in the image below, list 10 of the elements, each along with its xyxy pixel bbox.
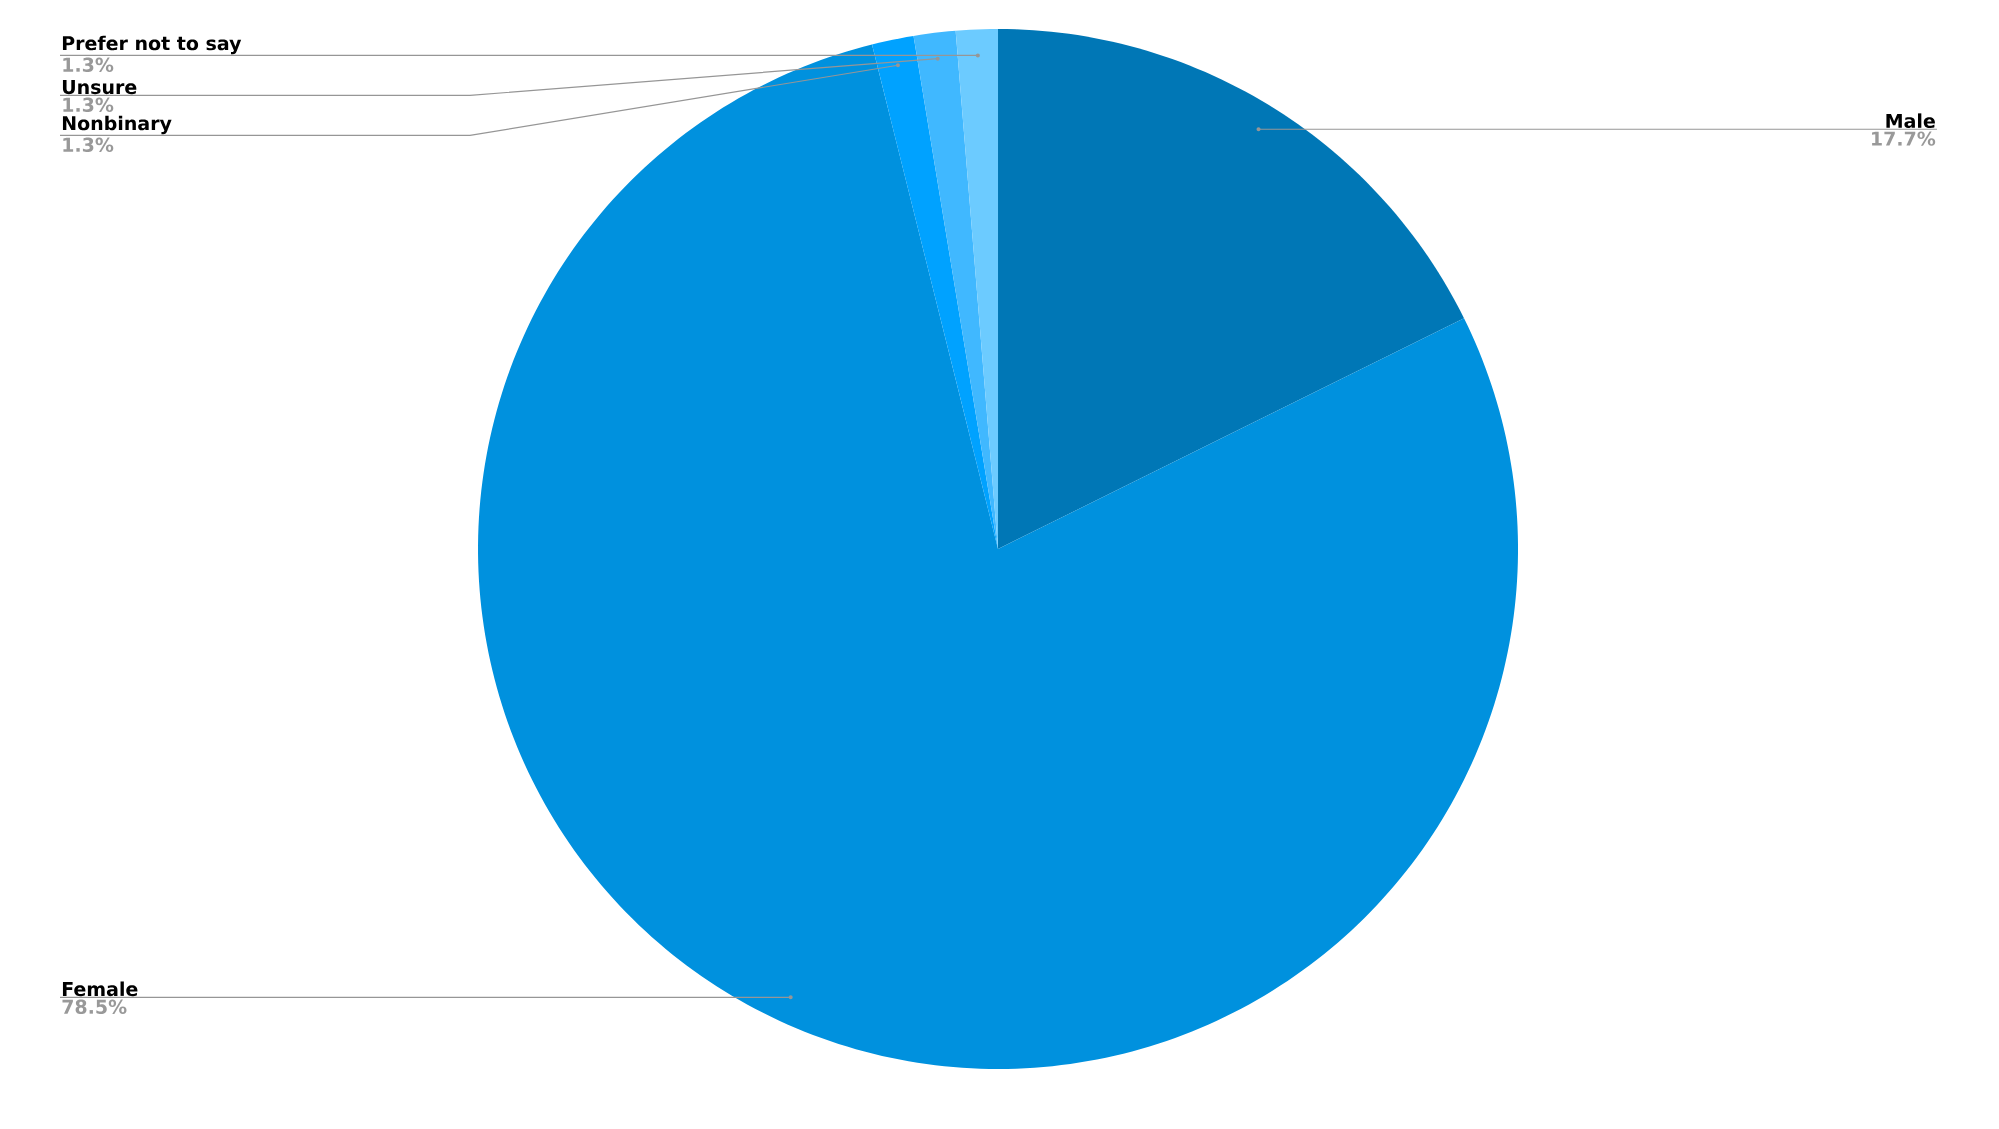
slice-label: Male	[1886, 113, 1935, 129]
data-label: 78.5%	[62, 999, 127, 1014]
slice-label: Nonbinary	[62, 115, 172, 135]
data-label: 1.3%	[63, 97, 114, 112]
data-label: 1.3%	[63, 137, 114, 152]
data-label: 1.3%	[63, 57, 114, 72]
data-label: 17.7%	[1872, 131, 1936, 146]
slice-label: Prefer not to say	[62, 35, 242, 55]
slice-label: Unsure	[62, 80, 137, 95]
slice-label: Female	[62, 981, 138, 997]
